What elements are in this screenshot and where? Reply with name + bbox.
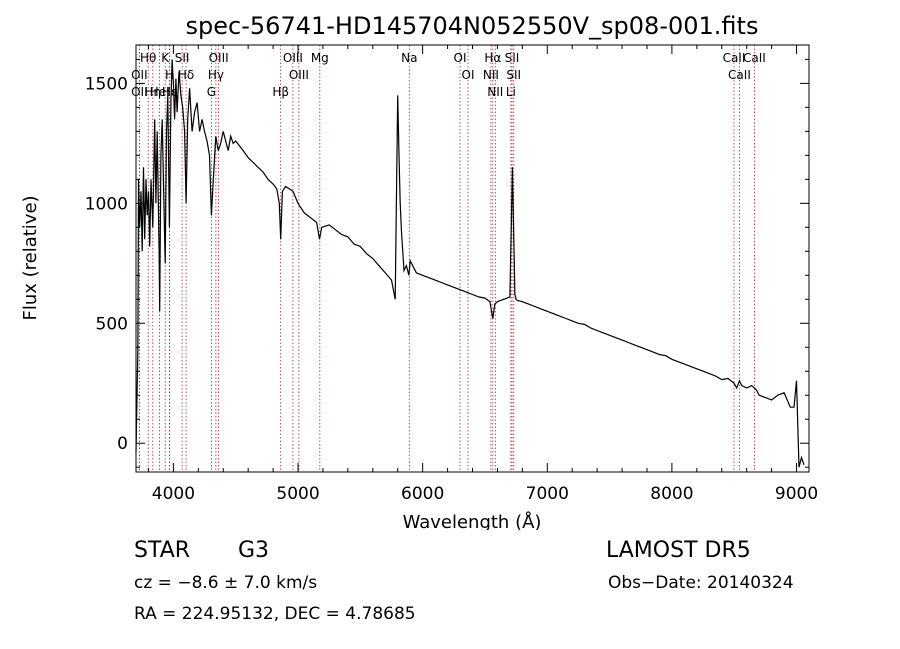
x-axis-ticks: 4000 5000 6000 7000 8000 9000 — [147, 45, 818, 504]
line-marker-label: Mg — [311, 51, 329, 65]
line-marker-label: OIII — [289, 68, 309, 82]
spectral-subclass: G3 — [238, 538, 270, 563]
observation-date: Obs−Date: 20140324 — [608, 573, 794, 593]
line-marker-label: Hη — [145, 85, 162, 99]
line-marker-label: Li — [506, 85, 516, 99]
spectral-line-markers: HθOIIOIIKHHεHeIHηSIIHδOIIIHγGOIIIOIIIHβM… — [131, 45, 766, 472]
x-tick-label: 5000 — [276, 484, 319, 504]
x-tick-label: 9000 — [775, 484, 818, 504]
line-marker-label: CaII — [728, 68, 751, 82]
line-marker-label: Hδ — [178, 68, 194, 82]
line-marker-label: SII — [175, 51, 190, 65]
line-marker-label: Hθ — [140, 51, 156, 65]
line-marker-label: Hα — [484, 51, 501, 65]
x-axis-label: Wavelength (Å) — [403, 511, 542, 530]
line-marker-label: G — [207, 85, 216, 99]
y-tick-label: 0 — [117, 434, 128, 454]
redshift-velocity: cz = −8.6 ± 7.0 km/s — [134, 573, 318, 593]
line-marker-label: NII — [487, 85, 503, 99]
y-tick-label: 500 — [96, 314, 128, 334]
plot-frame — [135, 44, 810, 473]
coordinates: RA = 224.95132, DEC = 4.78685 — [134, 604, 416, 624]
line-marker-label: OI — [454, 51, 467, 65]
line-marker-label: H — [165, 68, 174, 82]
x-tick-label: 4000 — [152, 484, 195, 504]
line-marker-label: OIII — [283, 51, 303, 65]
survey-name: LAMOST DR5 — [606, 538, 751, 563]
chart-title: spec-56741-HD145704N052550V_sp08-001.fit… — [186, 12, 759, 40]
line-marker-label: Na — [401, 51, 417, 65]
y-tick-label: 1000 — [85, 194, 128, 214]
x-tick-label: 8000 — [650, 484, 693, 504]
line-marker-label: OII — [131, 85, 148, 99]
line-marker-label: Hγ — [208, 68, 224, 82]
line-marker-label: CaII — [743, 51, 766, 65]
y-axis-label: Flux (relative) — [20, 195, 41, 320]
x-tick-label: 7000 — [526, 484, 569, 504]
line-marker-label: CaII — [723, 51, 746, 65]
y-tick-label: 1500 — [85, 74, 128, 94]
line-marker-label: K — [161, 51, 170, 65]
line-marker-label: OIII — [209, 51, 229, 65]
line-marker-label: SII — [505, 51, 520, 65]
line-marker-label: NII — [483, 68, 499, 82]
line-marker-label: OI — [462, 68, 475, 82]
object-type: STAR — [134, 538, 191, 563]
y-axis-ticks: 0 500 1000 1500 — [85, 58, 809, 468]
line-marker-label: Hβ — [272, 85, 289, 99]
line-marker-label: SII — [506, 68, 521, 82]
line-marker-label: OII — [131, 68, 148, 82]
x-tick-label: 6000 — [401, 484, 444, 504]
spectrum-line — [135, 59, 805, 468]
spectrum-plot: spec-56741-HD145704N052550V_sp08-001.fit… — [20, 12, 818, 530]
line-marker-label: HeI — [150, 85, 170, 99]
